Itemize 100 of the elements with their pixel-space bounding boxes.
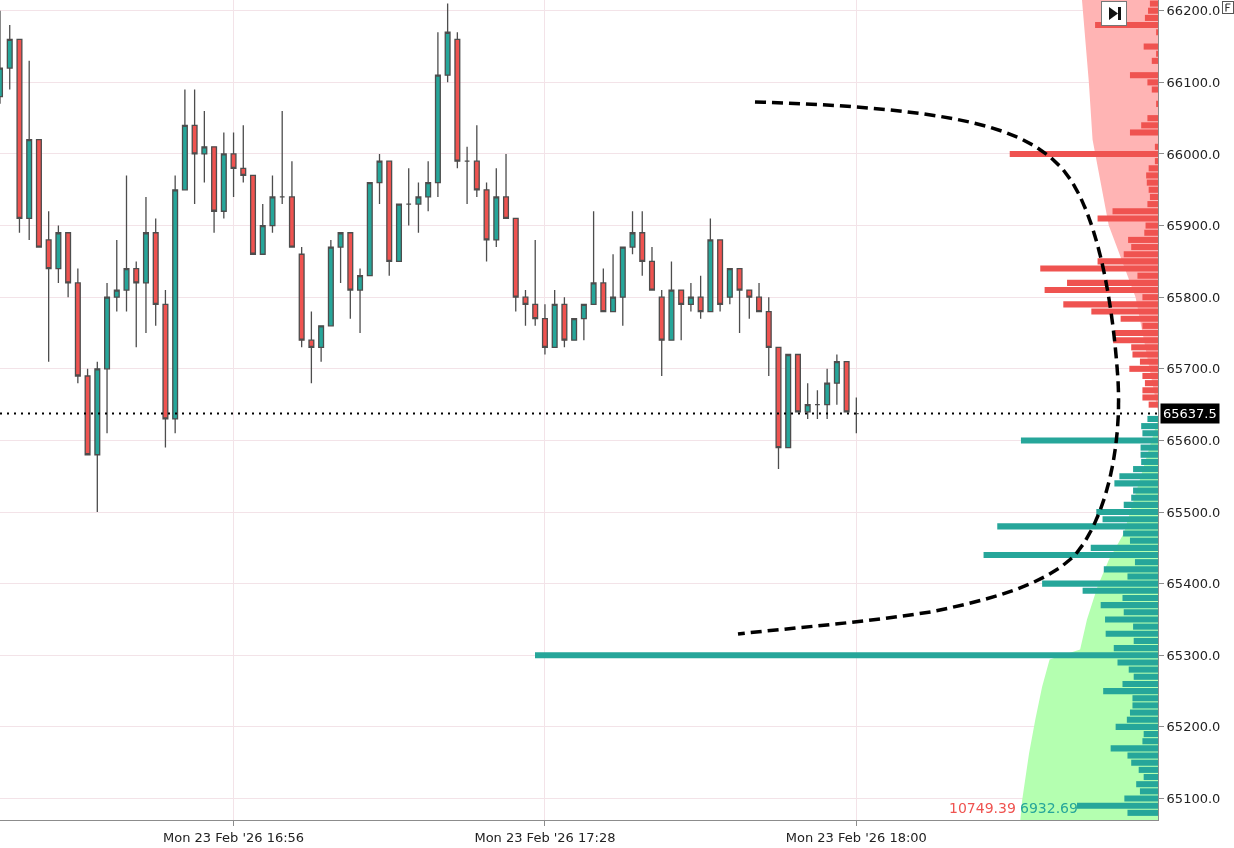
candlestick [454,31,461,169]
candlestick [610,253,617,313]
candlestick [571,318,578,341]
candlestick [697,275,704,320]
candlestick [590,210,597,306]
candlestick [327,239,334,327]
candlestick [648,246,656,291]
x-tick-label: Mon 23 Feb '26 18:00 [785,829,927,845]
candlestick [94,361,101,513]
candlestick [707,217,714,313]
candlestick [600,267,607,313]
candlestick [434,31,441,198]
y-tick-label: 65200.0 [1166,719,1221,735]
candlestick [444,2,451,84]
candlestick [376,153,383,205]
candlestick [541,303,548,356]
candlestick [298,246,305,348]
candlestick [318,325,325,363]
candlestick [736,267,743,334]
y-tick-label: 65500.0 [1166,504,1221,520]
candlestick [113,239,120,313]
candlestick [678,289,685,341]
candlestick [561,296,568,348]
candlestick [502,153,510,220]
y-tick-label: 65300.0 [1166,647,1221,663]
candlestick [249,174,257,255]
candlestick [152,217,159,327]
candlestick [172,174,179,434]
candlestick [181,88,188,191]
candlestick [288,160,295,248]
candlestick [464,146,471,205]
candlestick [833,353,840,406]
candlestick [279,110,286,205]
candlestick [347,232,354,320]
candlestick [337,232,344,284]
candlestick [405,167,412,227]
candlestick [629,210,636,255]
candlestick [493,167,500,248]
candlestick [843,361,850,413]
candlestick [522,289,529,327]
candlestick [824,368,831,420]
candlestick [775,346,782,470]
candlestick [639,210,646,277]
candlestick [65,232,72,298]
candlestick [259,203,266,255]
candlestick [551,289,558,348]
candlestick [230,131,237,198]
candlestick [84,368,91,456]
y-tick-label: 65900.0 [1166,218,1221,234]
candlestick [55,224,62,284]
candlestick [755,282,763,313]
candlestick [191,88,198,205]
x-tick-label: Mon 23 Feb '26 16:56 [163,829,305,845]
candlestick [74,267,81,384]
candlestick [580,303,587,341]
candlestick [425,160,432,212]
candlestick [415,181,422,234]
candlestick [35,139,42,248]
candlestick [45,210,52,363]
candlestick [473,124,480,198]
candlestick [619,246,626,327]
candlestick [26,60,33,241]
candlestick [366,181,373,277]
candlestick [746,289,753,320]
candlestick [687,282,694,313]
candlestick [308,310,315,384]
candlestick [853,396,860,434]
candlestick [104,282,111,434]
ref-line-label: 65637.5 [1163,406,1217,421]
candlestick [142,196,149,334]
candlestick [395,203,403,263]
candlestick [357,267,364,334]
candlestick [133,260,140,348]
annotation: 10749.39 [949,800,1016,816]
candlestick [240,124,247,184]
y-tick-label: 66100.0 [1166,74,1221,90]
candlestick [658,289,665,377]
candlestick [717,239,724,313]
candlestick [532,239,539,327]
candlestick [201,110,208,184]
candlestick [386,160,393,277]
candlestick [162,289,169,449]
candlestick [726,267,733,306]
candlestick [123,174,130,313]
candlestick [16,38,23,234]
candlestick [6,24,13,91]
y-tick-label: 65100.0 [1166,791,1221,807]
candlestick [765,296,772,377]
y-tick-label: 66200.0 [1166,3,1221,19]
candlestick [483,181,490,263]
candlestick [814,389,821,420]
candlestick [794,353,801,413]
candlestick [785,353,792,449]
candlestick [668,260,675,341]
candlestick [512,217,519,313]
y-tick-label: 65600.0 [1166,432,1221,448]
candlestick [211,146,218,234]
candlestick [220,131,227,220]
y-tick-label: 65800.0 [1166,289,1221,305]
candlestick [269,174,276,234]
